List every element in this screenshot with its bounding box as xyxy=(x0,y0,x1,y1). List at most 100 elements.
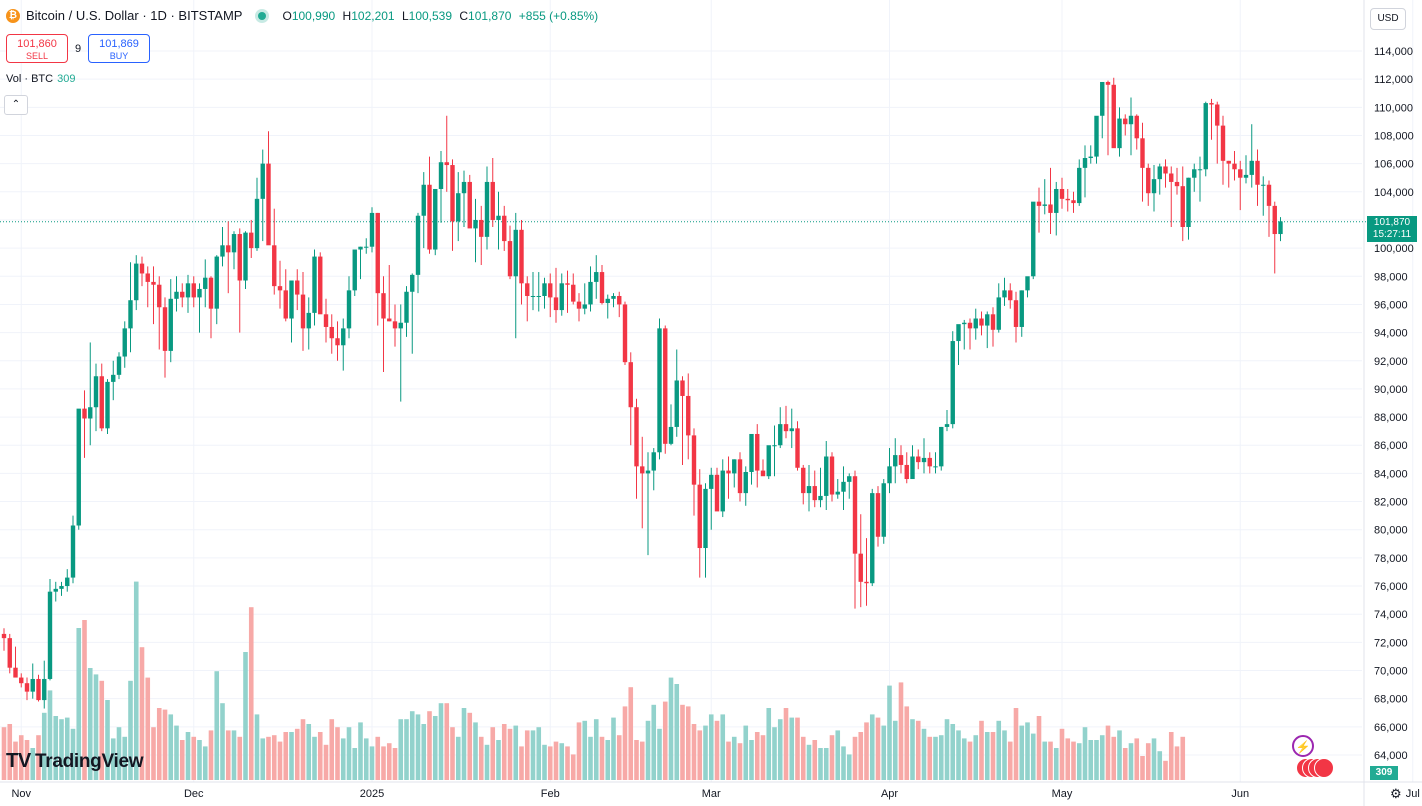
chart-header: ₿ Bitcoin / U.S. Dollar · 1D · BITSTAMP … xyxy=(6,8,602,23)
candle-body xyxy=(433,188,438,250)
candle-body xyxy=(502,215,507,242)
candle xyxy=(484,166,490,250)
volume-bar xyxy=(864,722,869,780)
candle-body xyxy=(450,165,455,222)
candle xyxy=(979,311,984,336)
candle-body xyxy=(852,476,858,554)
candle-body xyxy=(65,577,70,587)
candle xyxy=(858,514,863,608)
candle-body xyxy=(743,471,748,494)
volume-bar xyxy=(392,748,398,780)
volume-bar xyxy=(530,730,536,780)
volume-bar xyxy=(789,717,795,780)
buy-button[interactable]: 101,869 BUY xyxy=(88,34,150,63)
candle xyxy=(956,324,961,365)
volume-bar xyxy=(1013,708,1019,780)
candle xyxy=(490,158,495,227)
volume-bar xyxy=(317,732,323,780)
symbol-title[interactable]: Bitcoin / U.S. Dollar · 1D · BITSTAMP xyxy=(26,8,243,23)
candle-body xyxy=(801,467,806,494)
candle xyxy=(369,207,375,253)
price-tick-label: 98,000 xyxy=(1374,271,1408,283)
volume-bar xyxy=(680,704,685,780)
candle-body xyxy=(553,297,559,311)
candle xyxy=(1025,276,1030,298)
volume-bar xyxy=(651,704,657,780)
volume-bar xyxy=(674,684,680,780)
change-value: +855 (+0.85%) xyxy=(518,8,599,23)
volume-bar xyxy=(956,730,961,780)
candle xyxy=(272,208,277,295)
candle xyxy=(231,231,237,270)
candle-body xyxy=(134,263,139,301)
sell-button[interactable]: 101,860 SELL xyxy=(6,34,68,63)
candle xyxy=(30,663,35,699)
candle-body xyxy=(599,272,605,304)
candle-body xyxy=(145,273,150,282)
candle xyxy=(1128,97,1134,156)
candle-body xyxy=(881,483,886,537)
candle-body xyxy=(755,433,760,471)
candle xyxy=(714,467,720,512)
candle-body xyxy=(548,283,553,298)
volume-bar xyxy=(271,735,277,780)
candle xyxy=(323,298,329,343)
time-tick-label: Jun xyxy=(1231,788,1249,800)
candle-body xyxy=(231,234,237,253)
candle-body xyxy=(778,424,783,446)
candle-body xyxy=(812,486,817,501)
candle xyxy=(921,438,927,474)
candle-body xyxy=(967,322,973,329)
candle-body xyxy=(203,277,208,289)
candle-body xyxy=(1272,205,1277,235)
candle-body xyxy=(99,376,104,429)
candle-body xyxy=(737,459,743,494)
candle xyxy=(392,304,398,347)
volume-legend[interactable]: Vol · BTC 309 xyxy=(6,73,75,85)
candle-body xyxy=(640,466,645,474)
time-tick-label: Jul xyxy=(1406,788,1420,800)
candle xyxy=(1272,201,1277,274)
candle xyxy=(237,228,242,333)
candle xyxy=(559,273,564,316)
time-tick-label: 2025 xyxy=(360,788,384,800)
candle-body xyxy=(956,324,961,342)
events-icon[interactable] xyxy=(1296,758,1336,778)
candle xyxy=(398,304,403,402)
candle xyxy=(766,445,771,480)
candle xyxy=(375,212,380,326)
candle-body xyxy=(42,678,47,701)
candle xyxy=(760,459,766,477)
volume-bar xyxy=(1030,733,1036,780)
candle xyxy=(1059,177,1065,209)
collapse-legend-button[interactable]: ⌃ xyxy=(4,95,28,115)
currency-button[interactable]: USD xyxy=(1370,8,1406,30)
candle-body xyxy=(484,181,490,237)
candle xyxy=(473,198,478,263)
volume-bar xyxy=(36,735,41,780)
lightning-icon[interactable]: ⚡ xyxy=(1292,735,1314,757)
volume-bar xyxy=(904,706,910,780)
candle-body xyxy=(870,493,875,584)
candle-body xyxy=(703,488,708,549)
volume-bar xyxy=(743,725,749,780)
volume-bar xyxy=(846,754,852,780)
candle xyxy=(226,221,231,294)
settings-icon[interactable]: ⚙ xyxy=(1390,786,1402,801)
candle xyxy=(1255,149,1260,206)
candle xyxy=(507,225,513,280)
candle xyxy=(565,270,570,313)
volume-bar xyxy=(565,746,570,780)
volume-bar xyxy=(1140,756,1145,780)
tradingview-logo[interactable]: TV TradingView xyxy=(6,750,144,773)
candle-body xyxy=(467,181,472,229)
candle-body xyxy=(726,470,731,474)
volume-bar xyxy=(1036,716,1042,780)
candle-body xyxy=(904,464,909,480)
candle xyxy=(1077,159,1082,206)
volume-bar xyxy=(990,732,996,780)
candle-body xyxy=(1019,290,1024,327)
volume-bar xyxy=(99,680,105,780)
candle xyxy=(755,424,760,488)
